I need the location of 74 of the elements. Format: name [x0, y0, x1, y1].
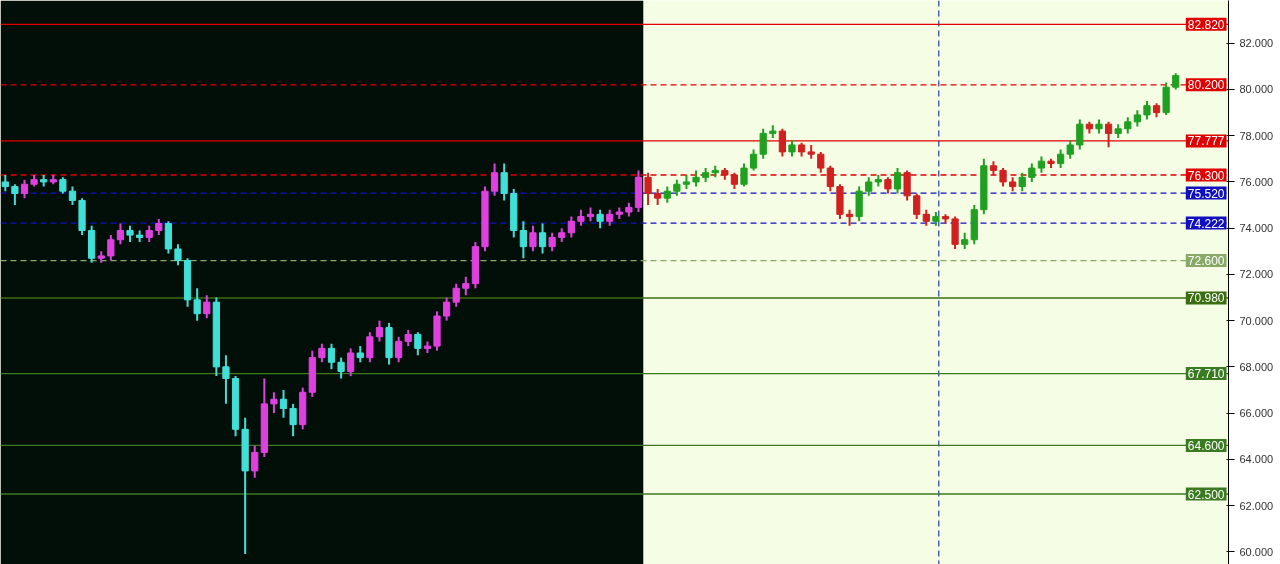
candlestick: [107, 234, 115, 262]
y-tick-label: 64.000: [1239, 453, 1274, 466]
ref-line-label: 82.820: [1187, 17, 1225, 32]
candlestick: [778, 127, 787, 158]
candlestick: [1066, 139, 1074, 160]
candlestick: [193, 287, 201, 322]
candlestick: [1018, 171, 1026, 193]
candlestick: [903, 169, 911, 202]
candlestick: [490, 162, 499, 197]
candlestick: [759, 127, 767, 160]
candlestick: [538, 222, 547, 255]
candlestick: [1076, 118, 1084, 151]
ref-line-label: 80.200: [1187, 78, 1225, 93]
candlestick: [644, 171, 652, 207]
candlestick: [270, 391, 278, 415]
y-tick-label: 62.000: [1239, 499, 1274, 512]
candlestick: [442, 296, 451, 322]
candlestick: [452, 282, 460, 308]
y-tick-label: 68.000: [1239, 360, 1274, 373]
ref-line-label: 67.710: [1187, 367, 1225, 382]
candlestick: [1056, 148, 1065, 170]
candlestick: [567, 215, 575, 239]
y-tick-label: 80.000: [1239, 83, 1274, 96]
y-tick-label: 74.000: [1239, 222, 1274, 235]
candlestick: [11, 183, 19, 207]
candlestick: [826, 164, 834, 193]
candlestick: [318, 342, 326, 364]
y-tick-label: 70.000: [1239, 314, 1274, 327]
y-tick-label: 66.000: [1239, 407, 1274, 420]
y-tick-label: 76.000: [1239, 175, 1274, 188]
candlestick: [68, 185, 77, 207]
candlestick: [251, 444, 259, 479]
candlestick: [893, 167, 902, 195]
candlestick: [596, 208, 604, 230]
candlestick: [203, 294, 211, 320]
candlestick: [289, 402, 297, 438]
candlestick: [865, 176, 873, 197]
candlestick: [337, 356, 345, 380]
candlestick: [347, 347, 355, 378]
candlestick: [116, 222, 125, 246]
candlestick: [1104, 120, 1113, 149]
candlestick: [327, 342, 336, 371]
candlestick: [913, 192, 921, 220]
y-tick-label: 72.000: [1239, 268, 1274, 281]
candlestick: [375, 319, 384, 343]
y-tick-label: 78.000: [1239, 129, 1274, 142]
ref-line-label: 75.520: [1187, 186, 1225, 201]
candlestick: [395, 335, 403, 364]
ref-line-label: 72.600: [1187, 254, 1225, 269]
ref-line-label: 74.222: [1187, 216, 1225, 231]
candlestick: [740, 162, 748, 188]
candlestick: [222, 354, 230, 405]
candlestick: [519, 220, 527, 260]
candlestick: [174, 243, 182, 267]
ref-line-label: 77.777: [1187, 134, 1225, 149]
candlestick: [20, 178, 29, 200]
candlestick: [414, 331, 422, 357]
candlestick: [1028, 162, 1036, 183]
candlestick: [548, 231, 556, 253]
ref-line-label: 64.600: [1187, 438, 1225, 453]
candlestick: [999, 167, 1007, 188]
ref-line-label: 76.300: [1187, 168, 1225, 183]
candlestick: [817, 150, 825, 174]
y-tick-label: 82.000: [1239, 37, 1274, 50]
candlestick: [279, 388, 288, 419]
candlestick: [462, 275, 470, 297]
ref-line-label: 62.500: [1187, 487, 1225, 502]
candlestick: [749, 148, 758, 172]
ref-line-label: 70.980: [1187, 291, 1225, 306]
candlestick: [500, 162, 508, 202]
candlestick: [1143, 100, 1151, 121]
candlestick: [529, 224, 537, 253]
candlestick: [366, 331, 374, 364]
y-tick-label: 60.000: [1239, 545, 1274, 558]
